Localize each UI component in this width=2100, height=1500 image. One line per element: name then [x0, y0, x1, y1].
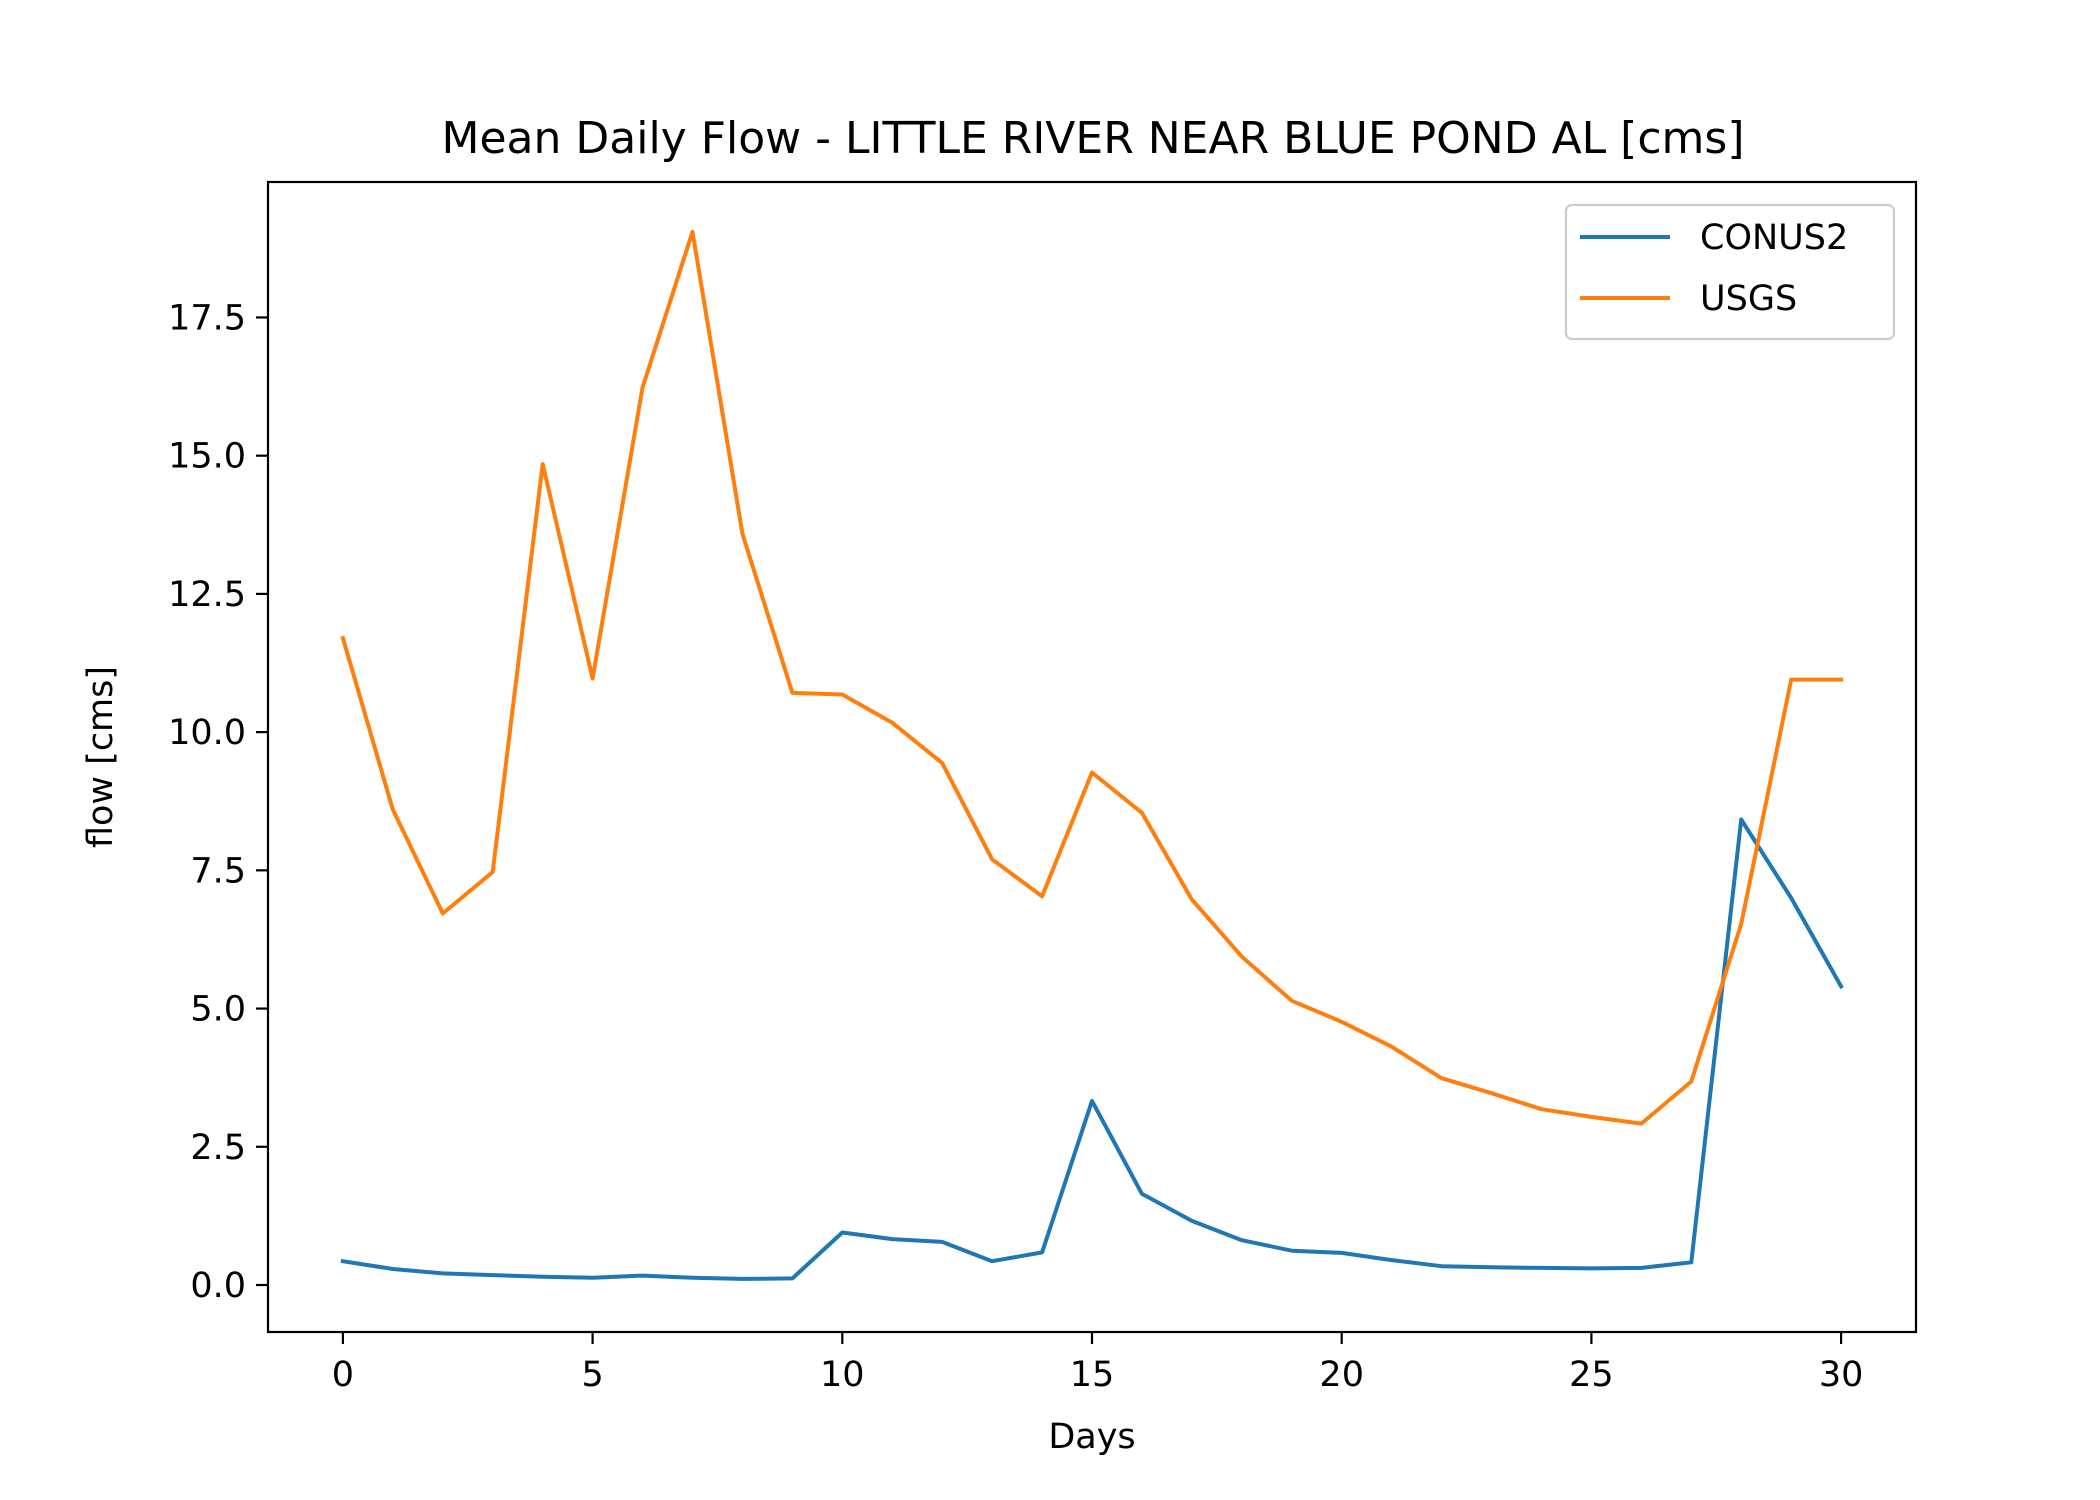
legend: CONUS2 USGS: [1564, 203, 1896, 341]
y-tick-label: 15.0: [168, 437, 246, 477]
legend-label-conus2: CONUS2: [1700, 218, 1848, 258]
y-tick-label: 5.0: [190, 990, 246, 1030]
x-tick-label: 15: [1070, 1355, 1115, 1395]
plot-area: [340, 229, 1844, 1281]
y-tick-label: 17.5: [168, 298, 246, 338]
y-tick-label: 2.5: [190, 1128, 246, 1168]
y-tick-label: 0.0: [190, 1266, 246, 1306]
legend-label-usgs: USGS: [1700, 279, 1797, 319]
x-tick-label: 25: [1569, 1355, 1614, 1395]
y-tick-label: 12.5: [168, 575, 246, 615]
x-tick-label: 5: [581, 1355, 603, 1395]
series-line-usgs: [340, 229, 1844, 1126]
x-tick-label: 30: [1819, 1355, 1864, 1395]
x-axis-ticks: 0 5 10 15 20 25 30: [332, 1332, 1864, 1395]
y-axis-label: flow [cms]: [81, 666, 121, 848]
y-axis-ticks: 0.0 2.5 5.0 7.5 10.0 12.5 15.0 17.5: [168, 298, 268, 1306]
x-tick-label: 20: [1319, 1355, 1364, 1395]
series-line-conus2: [340, 817, 1844, 1281]
x-axis-label: Days: [1048, 1417, 1135, 1457]
y-tick-label: 10.0: [168, 713, 246, 753]
x-tick-label: 0: [332, 1355, 354, 1395]
chart-title: Mean Daily Flow - LITTLE RIVER NEAR BLUE…: [442, 113, 1745, 164]
y-tick-label: 7.5: [190, 851, 246, 891]
x-tick-label: 10: [820, 1355, 865, 1395]
axes-frame: [266, 180, 1918, 1334]
